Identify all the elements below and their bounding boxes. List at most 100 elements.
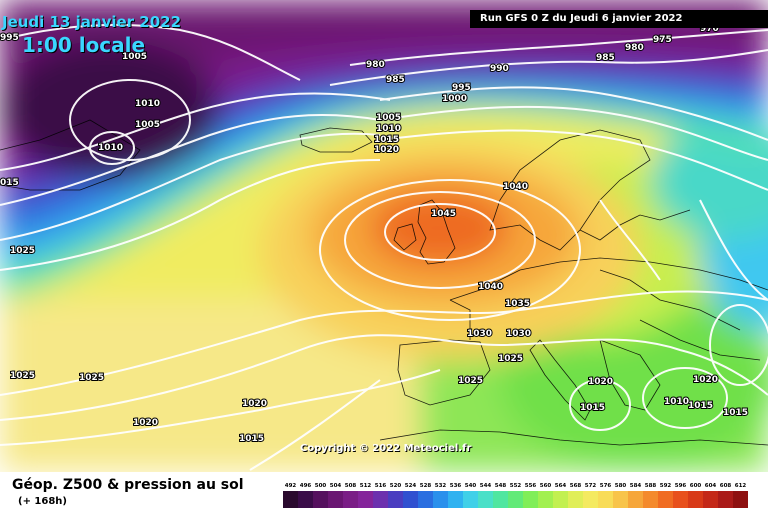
color-scale-tick-label: 560	[540, 483, 552, 489]
isobar-label: 1005	[122, 52, 147, 62]
color-scale-swatch	[283, 491, 299, 508]
color-scale-swatch	[403, 491, 419, 508]
model-run-banner: Run GFS 0 Z du Jeudi 6 janvier 2022	[470, 10, 768, 28]
isobar-label: 1010	[664, 397, 689, 407]
isobar-label: 1025	[10, 246, 35, 256]
isobar-label: 990	[490, 64, 509, 74]
isobar-label: 1040	[478, 282, 503, 292]
isobar-label: 980	[625, 43, 644, 53]
legend-footer: Géop. Z500 & pression au sol (+ 168h) 49…	[0, 472, 768, 512]
isobar-label: 980	[366, 60, 385, 70]
color-scale-swatch	[568, 491, 584, 508]
color-scale-swatch	[523, 491, 539, 508]
isobar-label: 975	[653, 35, 672, 45]
color-scale-tick-label: 568	[570, 483, 582, 489]
copyright-notice: Copyright © 2022 Meteociel.fr	[300, 443, 472, 454]
color-scale-tick-label: 528	[420, 483, 432, 489]
isobar-label: 995	[0, 33, 19, 43]
isobar-label: 1020	[588, 377, 613, 387]
color-scale-swatch	[388, 491, 404, 508]
isobar-label: 1015	[688, 401, 713, 411]
color-scale-swatch	[478, 491, 494, 508]
color-scale-swatch	[343, 491, 359, 508]
color-scale-tick-label: 500	[315, 483, 327, 489]
color-scale-tick-label: 576	[600, 483, 612, 489]
color-scale-tick-label: 588	[645, 483, 657, 489]
isobar-label: 1005	[376, 113, 401, 123]
isobar-label: 1020	[693, 375, 718, 385]
color-scale-swatch	[643, 491, 659, 508]
color-scale-swatch	[508, 491, 524, 508]
legend-title: Géop. Z500 & pression au sol	[12, 477, 244, 493]
color-scale-tick-label: 516	[375, 483, 387, 489]
isobar-label: 1015	[374, 135, 399, 145]
isobar-labels: 9951005980985990995100010101005101010051…	[0, 23, 749, 445]
color-scale-tick-label: 520	[390, 483, 402, 489]
isobar-label: 1015	[239, 434, 264, 444]
isobar-label: 1020	[133, 418, 158, 428]
color-scale-swatch	[313, 491, 329, 508]
isobar-label: 1020	[242, 399, 267, 409]
isobar-label: 1015	[580, 403, 605, 413]
color-scale-swatch	[658, 491, 674, 508]
isobar-label: 1045	[431, 209, 456, 219]
color-scale-swatch	[583, 491, 599, 508]
color-scale-swatch	[718, 491, 734, 508]
isobar-label: 1010	[135, 99, 160, 109]
isobar-label: 1020	[374, 145, 399, 155]
color-scale-tick-label: 524	[405, 483, 417, 489]
color-scale-tick-label: 548	[495, 483, 507, 489]
isobar-label: 985	[386, 75, 405, 85]
forecast-local-time: 1:00 locale	[22, 33, 146, 57]
color-scale-bar: 492 496 500 504 508 512 516 520 524 528 532 536 540 5…	[283, 483, 748, 508]
color-scale-swatch	[493, 491, 509, 508]
color-scale-tick-label: 504	[330, 483, 342, 489]
color-scale-tick-label: 572	[585, 483, 597, 489]
color-scale-swatch	[433, 491, 449, 508]
forecast-date: Jeudi 13 janvier 2022	[2, 13, 182, 31]
color-scale-tick-label: 556	[525, 483, 537, 489]
color-scale-swatch	[298, 491, 314, 508]
landmass-outlines	[0, 119, 768, 446]
geopotential-color-field	[0, 0, 768, 472]
color-scale-tick-label: 492	[285, 483, 297, 489]
isobar-label: 985	[596, 53, 615, 63]
color-scale-swatch	[688, 491, 704, 508]
color-scale-swatch	[373, 491, 389, 508]
color-scale-tick-label: 592	[660, 483, 672, 489]
color-scale-tick-label: 496	[300, 483, 312, 489]
color-scale-tick-label: 536	[450, 483, 462, 489]
isobar-label: 1025	[79, 373, 104, 383]
color-scale-swatch	[628, 491, 644, 508]
isobar-label: 1030	[506, 329, 531, 339]
isobar-label: 1025	[458, 376, 483, 386]
color-scale-tick-label: 544	[480, 483, 492, 489]
isobar-label: 1010	[98, 143, 123, 153]
color-scale-swatch	[673, 491, 689, 508]
color-scale-tick-label: 552	[510, 483, 522, 489]
isobar-lines	[0, 23, 768, 471]
color-scale-tick-label: 540	[465, 483, 477, 489]
isobar-label: 1010	[376, 124, 401, 134]
color-scale-tick-label: 532	[435, 483, 447, 489]
isobar-label: 1005	[135, 120, 160, 130]
color-scale-swatch	[448, 491, 464, 508]
isobar-label: 995	[452, 83, 471, 93]
color-scale-tick-label: 600	[690, 483, 702, 489]
color-scale-tick-label: 584	[630, 483, 642, 489]
color-scale-swatch	[358, 491, 374, 508]
color-scale-tick-label: 608	[720, 483, 732, 489]
isobar-label: 1040	[503, 182, 528, 192]
color-scale-tick-label: 512	[360, 483, 372, 489]
color-scale-swatch	[463, 491, 479, 508]
isobar-label: 1015	[723, 408, 748, 418]
color-scale-swatch	[598, 491, 614, 508]
color-scale-tick-label: 596	[675, 483, 687, 489]
isobar-label: 1035	[505, 299, 530, 309]
color-scale-swatch	[613, 491, 629, 508]
color-scale-tick-label: 580	[615, 483, 627, 489]
color-scale-tick-label: 604	[705, 483, 717, 489]
isobar-label: 015	[0, 178, 19, 188]
color-scale-swatch	[733, 491, 748, 508]
